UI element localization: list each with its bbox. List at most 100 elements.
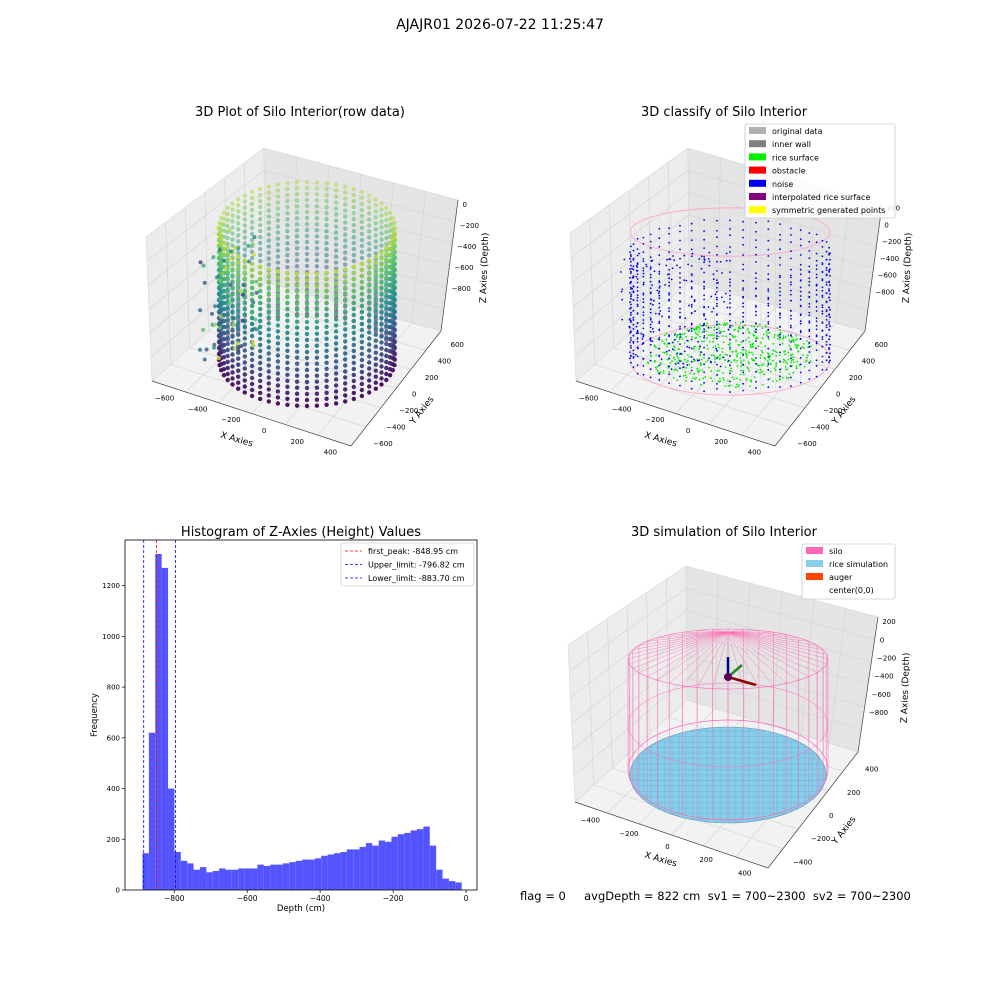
- noise-point: [632, 366, 635, 368]
- noise-point: [679, 239, 681, 242]
- noise-point: [821, 246, 824, 248]
- raw-point: [367, 264, 372, 269]
- rice-surface-point: [711, 333, 713, 336]
- noise-point: [649, 359, 652, 362]
- panel1-xlabel: X Axies: [219, 431, 254, 450]
- rice-surface-point: [717, 343, 720, 346]
- raw-point: [324, 312, 329, 317]
- noise-point: [790, 234, 792, 236]
- raw-point: [333, 218, 339, 223]
- z-tick-label: −600: [878, 272, 897, 280]
- hist-bar: [155, 553, 162, 890]
- noise-point: [729, 246, 731, 248]
- raw-point: [221, 301, 227, 306]
- raw-point: [304, 221, 310, 227]
- raw-point: [236, 386, 241, 391]
- legend-label: auger: [829, 573, 853, 582]
- raw-point: [285, 205, 290, 210]
- raw-point: [275, 401, 281, 406]
- raw-point: [266, 202, 271, 207]
- rice-surface-point: [727, 385, 730, 387]
- silo-roof-line: [727, 630, 759, 633]
- noise-point: [790, 314, 792, 317]
- raw-point: [351, 210, 356, 216]
- noise-point: [722, 356, 725, 359]
- raw-point: [221, 210, 227, 215]
- rice-surface-point: [761, 337, 764, 340]
- noise-point: [779, 303, 781, 306]
- panel2-ticks: −600−400−2000200400−600−400−200020040060…: [579, 205, 901, 457]
- raw-point: [236, 260, 241, 265]
- hist-bar: [436, 869, 443, 890]
- noise-point: [690, 312, 693, 315]
- noise-point: [690, 338, 693, 341]
- rice-surface-point: [804, 361, 807, 363]
- raw-point: [343, 267, 348, 272]
- noise-point: [808, 302, 811, 305]
- noise-point: [711, 311, 713, 313]
- rice-surface-point: [711, 380, 714, 382]
- noise-point: [815, 306, 818, 308]
- y-tick-label: 400: [862, 358, 875, 366]
- hist-bar: [295, 860, 303, 890]
- rice-surface-point: [767, 362, 770, 364]
- rice-surface-point: [725, 335, 728, 337]
- rice-surface-point: [761, 351, 764, 354]
- noise-point: [828, 246, 830, 249]
- hist-bar: [199, 867, 207, 890]
- raw-point: [236, 380, 241, 385]
- raw-point: [373, 362, 378, 367]
- silo-roof-line: [727, 631, 829, 660]
- raw-point: [225, 353, 230, 359]
- rice-surface-point: [761, 349, 763, 352]
- rice-surface-point: [767, 352, 769, 355]
- silo-roof-line: [647, 631, 729, 642]
- silo-roof-line: [727, 631, 818, 646]
- noise-point: [829, 308, 831, 311]
- raw-point: [216, 225, 222, 231]
- noise-point: [716, 305, 718, 308]
- noise-point: [694, 310, 696, 313]
- raw-point: [343, 208, 348, 213]
- raw-point: [359, 201, 365, 207]
- noise-point: [829, 316, 831, 319]
- raw-point: [314, 373, 320, 378]
- raw-point: [233, 245, 238, 250]
- noise-point: [642, 281, 645, 284]
- raw-point: [236, 227, 241, 232]
- noise-point: [815, 317, 818, 320]
- noise-point: [726, 306, 729, 309]
- raw-point: [359, 273, 365, 279]
- noise-point: [649, 233, 652, 236]
- raw-point: [379, 231, 384, 236]
- rice-surface-point: [668, 370, 671, 373]
- noise-point: [821, 294, 824, 297]
- raw-point: [275, 275, 281, 280]
- noise-point: [635, 325, 638, 328]
- rice-surface-point: [719, 354, 721, 357]
- raw-point: [392, 220, 397, 225]
- raw-point: [266, 309, 271, 314]
- raw-point: [351, 354, 356, 360]
- noise-point: [636, 296, 639, 299]
- noise-point: [779, 256, 781, 259]
- noise-point: [767, 220, 770, 223]
- raw-point: [384, 257, 389, 263]
- raw-point: [333, 329, 339, 334]
- noise-point: [790, 376, 792, 379]
- raw-point: [333, 335, 339, 340]
- noise-point: [659, 285, 661, 288]
- noise-point: [755, 328, 757, 331]
- raw-point: [236, 272, 241, 277]
- raw-point: [235, 341, 240, 346]
- rice-surface-point: [770, 362, 772, 365]
- noise-point: [825, 359, 828, 362]
- noise-point: [672, 348, 674, 350]
- noise-point: [716, 279, 718, 281]
- raw-point: [359, 237, 365, 243]
- raw-point: [324, 205, 329, 210]
- noise-point: [690, 273, 693, 275]
- raw-point: [258, 354, 263, 360]
- raw-point: [258, 282, 263, 288]
- raw-point: [258, 204, 263, 210]
